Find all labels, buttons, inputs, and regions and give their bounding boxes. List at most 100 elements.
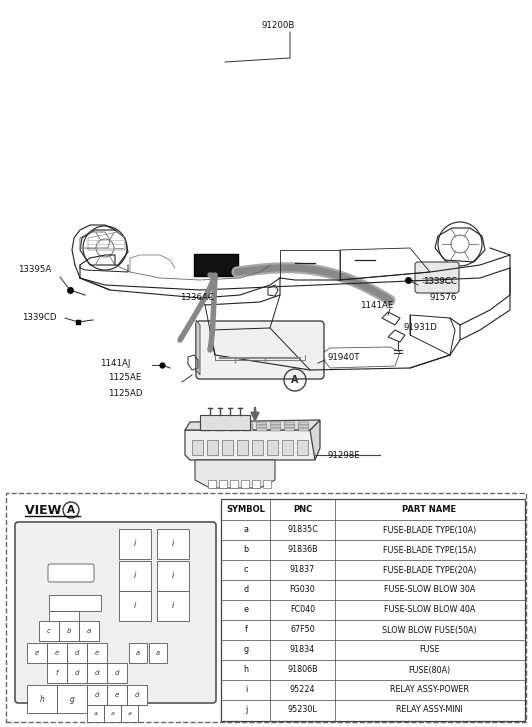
- Text: d: d: [115, 670, 119, 676]
- Text: g: g: [70, 694, 74, 704]
- Text: d: d: [244, 585, 248, 595]
- Text: e: e: [244, 606, 248, 614]
- Text: 91835C: 91835C: [287, 526, 318, 534]
- Polygon shape: [242, 425, 253, 428]
- Text: 95224: 95224: [290, 686, 315, 694]
- Polygon shape: [192, 440, 203, 455]
- Text: h: h: [39, 694, 45, 704]
- Polygon shape: [228, 428, 239, 431]
- Polygon shape: [200, 415, 250, 430]
- Text: i: i: [172, 539, 174, 548]
- FancyBboxPatch shape: [119, 529, 151, 559]
- Text: RELAY ASSY-POWER: RELAY ASSY-POWER: [390, 686, 469, 694]
- Text: a: a: [128, 711, 131, 716]
- Text: 1125AD: 1125AD: [108, 388, 143, 398]
- Text: i: i: [134, 539, 136, 548]
- FancyBboxPatch shape: [15, 522, 216, 703]
- Polygon shape: [297, 440, 308, 455]
- Text: A: A: [291, 375, 299, 385]
- Polygon shape: [207, 440, 218, 455]
- Polygon shape: [270, 425, 281, 428]
- FancyBboxPatch shape: [87, 705, 104, 722]
- Polygon shape: [195, 460, 275, 488]
- FancyBboxPatch shape: [107, 663, 127, 683]
- Text: i: i: [134, 601, 136, 611]
- Polygon shape: [256, 425, 267, 428]
- Text: 91298E: 91298E: [328, 451, 361, 459]
- FancyBboxPatch shape: [49, 611, 79, 625]
- Polygon shape: [208, 480, 216, 488]
- Polygon shape: [241, 480, 249, 488]
- FancyBboxPatch shape: [127, 685, 147, 705]
- FancyBboxPatch shape: [119, 591, 151, 621]
- Text: FUSE: FUSE: [419, 646, 440, 654]
- Text: 95230L: 95230L: [288, 705, 318, 715]
- Text: c: c: [47, 628, 51, 634]
- Text: 91837: 91837: [290, 566, 315, 574]
- Text: FUSE-SLOW BLOW 40A: FUSE-SLOW BLOW 40A: [384, 606, 475, 614]
- Text: PNC: PNC: [293, 505, 312, 515]
- Polygon shape: [185, 430, 315, 460]
- Text: d: d: [95, 670, 99, 676]
- Polygon shape: [242, 422, 253, 425]
- Text: c: c: [244, 566, 248, 574]
- FancyBboxPatch shape: [27, 685, 57, 713]
- FancyBboxPatch shape: [107, 685, 127, 705]
- Text: 1336AC: 1336AC: [180, 294, 214, 302]
- Text: 1339CD: 1339CD: [22, 313, 56, 323]
- Text: SLOW BLOW FUSE(50A): SLOW BLOW FUSE(50A): [382, 625, 477, 635]
- FancyBboxPatch shape: [221, 499, 525, 721]
- Polygon shape: [256, 422, 267, 425]
- Polygon shape: [252, 440, 263, 455]
- Polygon shape: [228, 425, 239, 428]
- Text: i: i: [245, 686, 247, 694]
- FancyBboxPatch shape: [39, 621, 59, 641]
- Polygon shape: [200, 428, 211, 431]
- Text: 1125AE: 1125AE: [108, 374, 142, 382]
- Text: a: a: [136, 650, 140, 656]
- Text: a: a: [244, 526, 248, 534]
- Polygon shape: [284, 425, 295, 428]
- Polygon shape: [284, 428, 295, 431]
- FancyBboxPatch shape: [119, 561, 151, 591]
- FancyBboxPatch shape: [415, 262, 459, 293]
- Text: 1141AE: 1141AE: [360, 300, 393, 310]
- Polygon shape: [388, 330, 405, 342]
- FancyBboxPatch shape: [194, 254, 238, 276]
- Text: PART NAME: PART NAME: [402, 505, 456, 515]
- Polygon shape: [196, 320, 200, 375]
- Text: g: g: [244, 646, 248, 654]
- Polygon shape: [200, 422, 211, 425]
- Text: d: d: [95, 692, 99, 698]
- Polygon shape: [310, 420, 320, 460]
- FancyBboxPatch shape: [87, 643, 107, 663]
- Text: j: j: [245, 705, 247, 715]
- FancyBboxPatch shape: [121, 705, 138, 722]
- Text: d: d: [75, 650, 79, 656]
- Polygon shape: [228, 422, 239, 425]
- Text: 1339CC: 1339CC: [423, 278, 457, 286]
- FancyBboxPatch shape: [157, 529, 189, 559]
- Text: b: b: [66, 628, 71, 634]
- Polygon shape: [214, 425, 225, 428]
- Polygon shape: [284, 422, 295, 425]
- Polygon shape: [382, 312, 400, 325]
- Text: a: a: [111, 711, 114, 716]
- FancyBboxPatch shape: [67, 663, 87, 683]
- Polygon shape: [242, 428, 253, 431]
- Polygon shape: [222, 440, 233, 455]
- Polygon shape: [230, 480, 238, 488]
- Text: 91806B: 91806B: [287, 665, 318, 675]
- Polygon shape: [270, 428, 281, 431]
- Text: 13395A: 13395A: [18, 265, 51, 275]
- Text: i: i: [172, 601, 174, 611]
- FancyBboxPatch shape: [49, 595, 101, 611]
- Text: e: e: [95, 650, 99, 656]
- Text: a: a: [94, 711, 97, 716]
- FancyBboxPatch shape: [129, 643, 147, 663]
- Text: d: d: [75, 670, 79, 676]
- Text: f: f: [56, 670, 58, 676]
- Text: FG030: FG030: [289, 585, 315, 595]
- Polygon shape: [200, 425, 211, 428]
- Text: FUSE-SLOW BLOW 30A: FUSE-SLOW BLOW 30A: [384, 585, 475, 595]
